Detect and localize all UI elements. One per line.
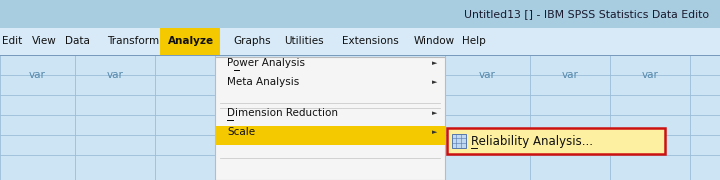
Text: Graphs: Graphs xyxy=(233,37,271,46)
Text: var: var xyxy=(107,70,123,80)
Text: var: var xyxy=(562,70,578,80)
Text: Window: Window xyxy=(414,37,455,46)
Text: ►: ► xyxy=(432,60,438,66)
Text: Dimension Reduction: Dimension Reduction xyxy=(227,108,338,118)
Text: Help: Help xyxy=(462,37,486,46)
Bar xyxy=(445,35,720,55)
Bar xyxy=(0,28,720,55)
Text: ►: ► xyxy=(432,129,438,135)
Text: var: var xyxy=(642,70,658,80)
Bar xyxy=(215,57,445,180)
Text: Edit: Edit xyxy=(2,37,22,46)
Text: var: var xyxy=(29,70,45,80)
Text: ►: ► xyxy=(432,79,438,85)
Text: var: var xyxy=(479,70,495,80)
Text: Meta Analysis: Meta Analysis xyxy=(227,77,300,87)
Bar xyxy=(160,28,220,55)
Bar xyxy=(215,126,445,145)
Text: Extensions: Extensions xyxy=(342,37,399,46)
Text: Power Analysis: Power Analysis xyxy=(227,58,305,68)
Text: Analyze: Analyze xyxy=(168,37,214,46)
Text: Utilities: Utilities xyxy=(284,37,323,46)
Bar xyxy=(447,128,665,154)
Text: Reliability Analysis...: Reliability Analysis... xyxy=(471,136,593,148)
Bar xyxy=(0,0,720,28)
Text: Transform: Transform xyxy=(107,37,159,46)
Text: Scale: Scale xyxy=(227,127,255,137)
Text: ►: ► xyxy=(432,110,438,116)
Text: Data: Data xyxy=(65,37,90,46)
Bar xyxy=(452,134,466,148)
Text: View: View xyxy=(32,37,57,46)
Text: Untitled13 [] - IBM SPSS Statistics Data Edito: Untitled13 [] - IBM SPSS Statistics Data… xyxy=(464,9,709,19)
Bar xyxy=(0,35,215,55)
